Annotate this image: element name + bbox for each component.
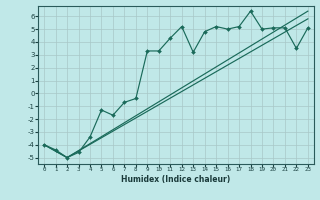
X-axis label: Humidex (Indice chaleur): Humidex (Indice chaleur) [121,175,231,184]
